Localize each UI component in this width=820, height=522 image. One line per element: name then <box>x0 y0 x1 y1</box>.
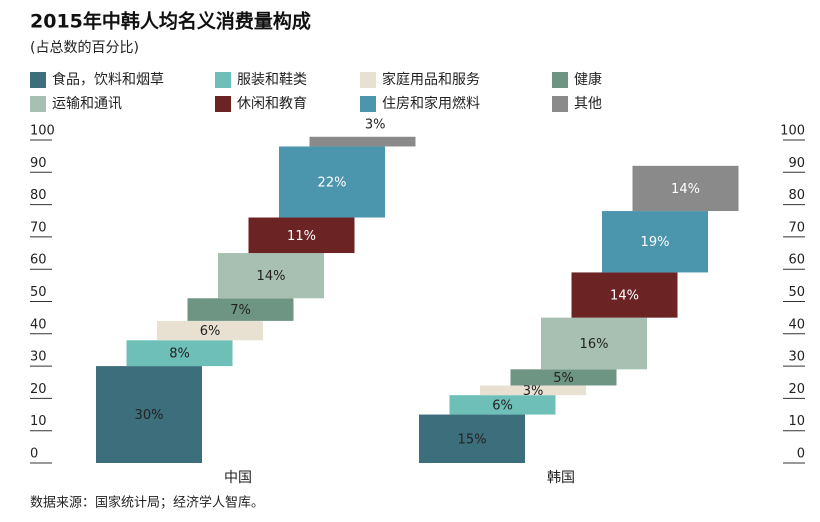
value-label: 19% <box>641 235 670 250</box>
bar-segment <box>218 253 324 299</box>
y-tick-label: 90 <box>30 156 47 171</box>
value-label: 22% <box>318 175 347 190</box>
y2-tick-label: 90 <box>788 156 805 171</box>
y-tick-label: 40 <box>30 317 47 332</box>
bar-segment <box>449 395 556 415</box>
y2-tick-label: 10 <box>788 414 805 429</box>
legend-swatch <box>360 72 376 88</box>
legend-swatch <box>30 96 46 112</box>
bar-segment <box>187 298 294 321</box>
legend-label: 运输和通讯 <box>52 96 122 112</box>
y-tick-label: 10 <box>30 414 47 429</box>
y2-tick-label: 40 <box>788 317 805 332</box>
y2-tick-label: 70 <box>788 220 805 235</box>
value-label: 15% <box>458 432 487 447</box>
legend-label: 住房和家用燃料 <box>382 95 480 112</box>
bar-segment <box>602 211 708 273</box>
bar-segment <box>541 317 647 370</box>
bar-segment <box>96 366 202 463</box>
legend-swatch <box>30 72 46 88</box>
bar-segment <box>309 136 416 147</box>
value-label: 30% <box>135 408 164 423</box>
bar-segment <box>126 340 233 367</box>
y2-tick-label: 30 <box>788 350 805 365</box>
y-tick-label: 70 <box>30 220 47 235</box>
bar-segment <box>632 165 739 212</box>
legend-swatch <box>552 96 568 112</box>
y-tick-label: 60 <box>30 253 47 268</box>
y-tick-label: 0 <box>30 447 38 462</box>
y-tick-label: 80 <box>30 188 47 203</box>
value-label: 5% <box>553 371 574 386</box>
chart-subtitle: (占总数的百分比) <box>30 40 139 56</box>
value-label: 6% <box>492 398 513 413</box>
value-label: 11% <box>287 229 316 244</box>
value-label: 6% <box>200 324 221 339</box>
y2-tick-label: 100 <box>780 124 805 139</box>
bar-segment <box>510 369 617 386</box>
bar-segment <box>571 272 678 318</box>
chart-title: 2015年中韩人均名义消费量构成 <box>30 10 311 33</box>
y-tick-label: 50 <box>30 285 47 300</box>
legend-label: 休闲和教育 <box>237 96 307 112</box>
source: 数据来源：国家统计局；经济学人智库。 <box>30 495 264 511</box>
bar-segment <box>248 217 355 254</box>
bar-segment <box>157 320 263 341</box>
value-label: 3% <box>523 384 544 399</box>
value-label: 14% <box>671 182 700 197</box>
value-label: 14% <box>610 289 639 304</box>
legend-label: 服装和鞋类 <box>237 72 307 88</box>
legend-swatch <box>360 96 376 112</box>
bar-segment <box>279 146 385 218</box>
y2-tick-label: 20 <box>788 382 805 397</box>
y-tick-label: 100 <box>30 124 55 139</box>
legend-label: 食品，饮料和烟草 <box>52 71 164 88</box>
legend-label: 健康 <box>574 71 602 88</box>
x-tick-label: 中国 <box>224 470 252 486</box>
value-label: 14% <box>257 269 286 284</box>
y2-tick-label: 0 <box>797 447 805 462</box>
value-label: 3% <box>365 117 386 132</box>
bar-segment <box>419 414 525 463</box>
legend-label: 其他 <box>574 96 602 112</box>
y2-tick-label: 50 <box>788 285 805 300</box>
legend-label: 家庭用品和服务 <box>382 71 480 88</box>
x-tick-label: 韩国 <box>547 470 575 486</box>
y-tick-label: 30 <box>30 350 47 365</box>
y2-tick-label: 60 <box>788 253 805 268</box>
value-label: 8% <box>169 347 190 362</box>
legend-swatch <box>215 72 231 88</box>
value-label: 16% <box>580 337 609 352</box>
legend-swatch <box>215 96 231 112</box>
y2-tick-label: 80 <box>788 188 805 203</box>
bar-segment <box>480 385 586 396</box>
y-tick-label: 20 <box>30 382 47 397</box>
legend-swatch <box>552 72 568 88</box>
value-label: 7% <box>230 303 251 318</box>
